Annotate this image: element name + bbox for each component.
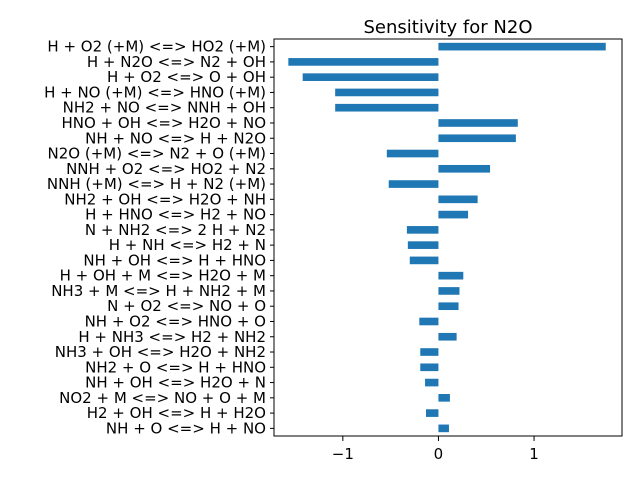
bar (438, 164, 491, 173)
bar (438, 394, 450, 402)
y-tick-label: NNH + O2 <=> HO2 + N2 (66, 160, 266, 178)
y-tick-label: H + NH <=> H2 + N (109, 236, 266, 254)
bar (407, 241, 439, 249)
bar (288, 58, 439, 66)
bar (425, 378, 439, 387)
y-tick-labels: H + O2 (+M) <=> HO2 (+M)H + N2O <=> N2 +… (44, 38, 274, 437)
y-tick-label: NH3 + M <=> H + NH2 + M (51, 282, 266, 300)
x-tick-label: −1 (332, 445, 354, 463)
y-tick-label: H + O2 (+M) <=> HO2 (+M) (47, 38, 266, 56)
y-tick-label: NH + OH <=> H + HNO (83, 251, 266, 269)
y-tick-label: NH2 + OH <=> H2O + NH (64, 190, 266, 208)
y-tick-label: H + O2 <=> O + OH (107, 68, 266, 86)
y-tick-label: NH2 + O <=> H + HNO (85, 358, 266, 376)
bar (419, 317, 439, 326)
bar (438, 424, 449, 433)
bar (438, 271, 464, 280)
bar (335, 88, 439, 97)
bar (438, 42, 606, 51)
bar (438, 195, 478, 204)
bar (426, 409, 439, 417)
bar (406, 226, 439, 234)
y-tick-label: NH3 + OH <=> H2O + NH2 (55, 343, 266, 361)
y-tick-label: NNH (+M) <=> H + N2 (+M) (47, 175, 266, 193)
y-tick-label: H + HNO <=> H2 + NO (85, 206, 266, 224)
y-tick-label: HNO + OH <=> H2O + NO (62, 114, 267, 132)
y-tick-label: H + NO (+M) <=> HNO (+M) (44, 83, 266, 101)
bar (409, 256, 439, 265)
y-tick-label: H + OH + M <=> H2O + M (60, 267, 266, 285)
bar (302, 73, 439, 81)
x-ticks: −1 0 1 (332, 436, 539, 463)
y-tick-label: NH + NO <=> H + N2O (85, 129, 266, 147)
y-tick-label: H2 + OH <=> H + H2O (87, 404, 266, 422)
y-tick-label: NH2 + NO <=> NNH + OH (63, 99, 266, 117)
y-tick-label: NH + O <=> H + NO (106, 419, 266, 437)
bar (335, 103, 439, 112)
bars-group (288, 42, 606, 433)
y-tick-label: N + O2 <=> NO + O (107, 297, 266, 315)
y-tick-label: H + N2O <=> N2 + OH (87, 53, 266, 71)
x-tick-label: 0 (434, 445, 444, 463)
chart-title: Sensitivity for N2O (364, 17, 533, 38)
bar (388, 180, 439, 188)
bar (438, 134, 516, 143)
bar (438, 287, 460, 295)
bar (438, 119, 518, 127)
y-tick-label: H + NH3 <=> H2 + NH2 (78, 328, 266, 346)
bar (420, 348, 439, 356)
y-tick-label: NH + O2 <=> HNO + O (85, 312, 266, 330)
bar (386, 149, 439, 158)
x-tick-label: 1 (529, 445, 539, 463)
bar (420, 363, 439, 372)
bar (438, 210, 469, 219)
y-tick-label: N2O (+M) <=> N2 + O (+M) (48, 145, 266, 163)
bar (438, 302, 459, 311)
y-tick-label: N + NH2 <=> 2 H + N2 (85, 221, 266, 239)
bar (438, 332, 457, 341)
y-tick-label: NO2 + M <=> NO + O + M (59, 389, 266, 407)
plot-frame (273, 38, 623, 437)
y-tick-label: NH + OH <=> H2O + N (85, 374, 266, 392)
